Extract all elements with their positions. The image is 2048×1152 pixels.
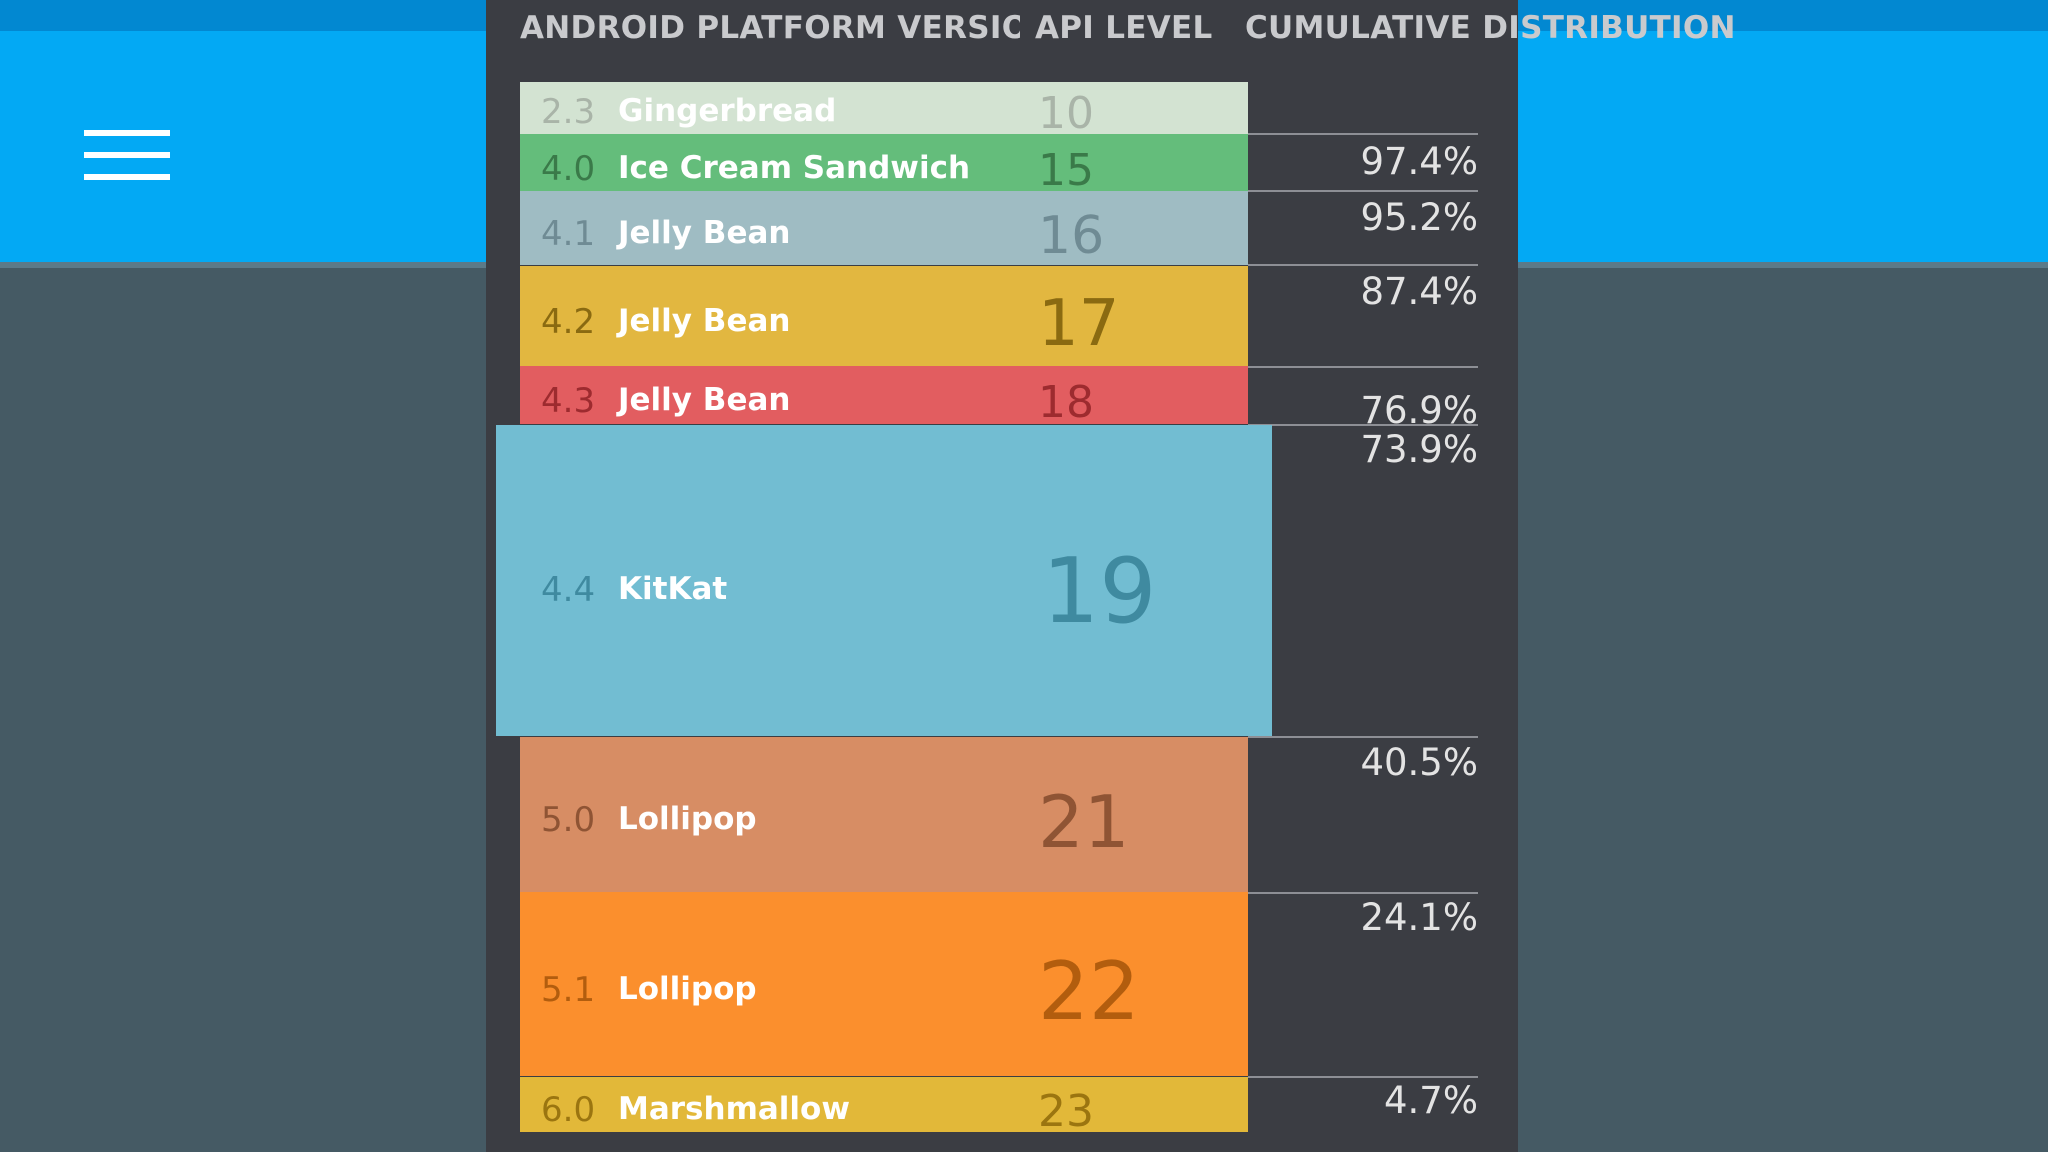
cumulative-percent: 97.4% [1360,140,1478,183]
version-bar: 4.1 Jelly Bean 16 [520,191,1248,265]
cumulative-percent: 40.5% [1360,741,1478,784]
version-name: Ice Cream Sandwich [618,150,971,186]
version-number: 4.1 [541,214,596,254]
menu-line [84,130,170,136]
api-level: 15 [1038,145,1094,192]
cumulative-percent: 73.9% [1360,428,1478,471]
version-bar: 4.3 Jelly Bean 18 [520,366,1248,424]
api-level: 22 [1038,945,1140,1038]
cumulative-percent: 4.7% [1384,1079,1478,1122]
api-level: 17 [1038,287,1120,361]
row-divider [1248,190,1478,192]
version-bar: 4.4 KitKat 19 [496,425,1272,736]
row-divider [1248,736,1478,738]
menu-line [84,152,170,158]
api-level: 18 [1038,377,1094,425]
version-number: 4.2 [541,302,596,342]
row-divider [1248,1076,1478,1078]
column-header-version: ANDROID PLATFORM VERSION [520,10,1020,46]
version-name: KitKat [618,571,728,607]
hamburger-menu-icon[interactable] [84,130,170,182]
row-divider [1248,133,1478,135]
version-number: 5.0 [541,800,596,840]
version-bar: 5.1 Lollipop 22 [520,892,1248,1076]
version-number: 4.3 [541,381,596,421]
version-number: 5.1 [541,970,596,1010]
version-name: Lollipop [618,801,757,837]
menu-line [84,174,170,180]
row-divider [1248,424,1478,426]
version-bar: 6.0 Marshmallow 23 [520,1077,1248,1132]
version-bar: 4.0 Ice Cream Sandwich 15 [520,134,1248,191]
api-level: 19 [1042,539,1157,644]
row-divider [1248,892,1478,894]
version-name: Lollipop [618,971,757,1007]
cumulative-percent: 87.4% [1360,270,1478,313]
version-number: 6.0 [541,1090,596,1130]
version-name: Jelly Bean [618,382,791,418]
version-number: 4.4 [541,570,596,610]
api-level: 10 [1038,88,1094,135]
row-divider [1248,366,1478,368]
column-header-api-level: API LEVEL [1035,10,1213,46]
version-name: Jelly Bean [618,215,791,251]
version-number: 4.0 [541,149,596,189]
cumulative-percent: 95.2% [1360,196,1478,239]
api-level: 23 [1038,1086,1094,1133]
version-bar: 5.0 Lollipop 21 [520,737,1248,892]
row-divider [1248,264,1478,266]
column-header-cumulative: CUMULATIVE DISTRIBUTION [1245,10,1735,46]
cumulative-percent: 76.9% [1360,389,1478,432]
cumulative-percent: 24.1% [1360,896,1478,939]
version-bar: 2.3 Gingerbread 10 [520,82,1248,134]
version-name: Jelly Bean [618,303,791,339]
version-bar: 4.2 Jelly Bean 17 [520,266,1248,366]
api-level: 21 [1038,780,1130,864]
version-number: 2.3 [541,92,596,132]
version-name: Gingerbread [618,93,837,129]
version-name: Marshmallow [618,1091,850,1127]
api-level: 16 [1038,206,1105,265]
